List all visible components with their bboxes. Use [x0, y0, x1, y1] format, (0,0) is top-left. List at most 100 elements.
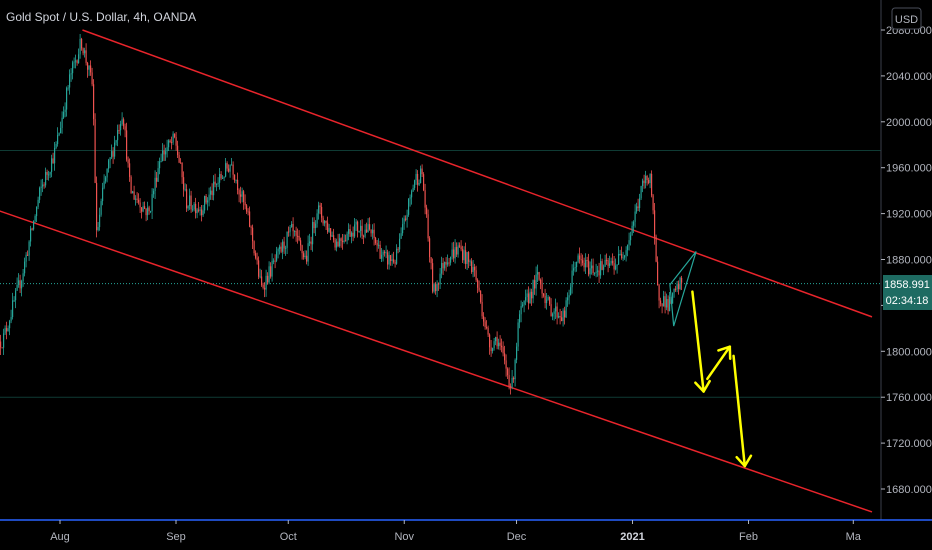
candle	[400, 227, 402, 239]
candle-body	[388, 255, 390, 265]
candle	[58, 132, 60, 137]
candle-body	[180, 162, 182, 164]
candle-body	[295, 230, 297, 236]
candle-body	[67, 87, 69, 89]
candle-body	[169, 140, 171, 143]
candle	[588, 253, 590, 277]
candle	[115, 139, 117, 146]
candle	[240, 186, 242, 204]
candle-body	[195, 203, 197, 214]
candle-body	[148, 207, 150, 212]
candle-body	[210, 190, 212, 195]
candle	[672, 292, 674, 304]
candle-body	[51, 158, 53, 172]
candle	[573, 261, 575, 276]
candle	[619, 249, 621, 256]
candle-body	[237, 179, 239, 191]
candle-body	[294, 230, 296, 232]
candle-body	[402, 224, 404, 234]
candle-body	[468, 252, 470, 262]
candle	[622, 251, 624, 262]
candle	[121, 112, 123, 126]
candle	[477, 278, 479, 294]
candle-body	[373, 229, 375, 238]
candle	[510, 383, 512, 395]
candle-body	[336, 241, 338, 248]
symbol-title[interactable]: Gold Spot / U.S. Dollar, 4h, OANDA	[6, 10, 196, 24]
candle	[234, 174, 236, 183]
candle-body	[616, 264, 618, 266]
candle	[148, 205, 150, 215]
candle	[667, 295, 669, 315]
candle-body	[553, 311, 555, 314]
candle-body	[394, 262, 396, 264]
candle	[519, 310, 521, 329]
candle	[30, 225, 32, 247]
candle-body	[588, 260, 590, 275]
candle	[522, 302, 524, 308]
candle	[13, 296, 15, 303]
candle-body	[226, 163, 228, 169]
currency-button[interactable]: USD	[891, 7, 922, 30]
candle	[559, 308, 561, 325]
candle	[150, 210, 152, 214]
candle	[648, 177, 650, 185]
candle-body	[489, 334, 491, 348]
candle-body	[516, 346, 518, 360]
candle-body	[652, 195, 654, 211]
candle-body	[447, 262, 449, 265]
candle	[397, 247, 399, 254]
candle	[25, 252, 27, 268]
candle-body	[297, 235, 299, 237]
candle-body	[442, 262, 444, 269]
price-axis-panel[interactable]	[881, 0, 932, 520]
candle-body	[34, 216, 36, 222]
candle-body	[477, 279, 479, 288]
candle	[168, 139, 170, 151]
candle-body	[396, 248, 398, 264]
candle-body	[31, 228, 33, 230]
candle	[94, 113, 96, 184]
candle-body	[501, 345, 503, 348]
candle	[166, 139, 168, 158]
candle-body	[493, 341, 495, 349]
candle-body	[495, 337, 497, 342]
time-axis-labels[interactable]: Aug Sep Oct Nov Dec 2021 Feb Ma	[50, 520, 862, 543]
candle-body	[339, 238, 341, 247]
candle	[387, 249, 389, 270]
candle	[592, 258, 594, 276]
arrow-head	[694, 381, 705, 393]
candle	[358, 230, 360, 233]
candle-body	[255, 253, 257, 258]
arrow-head	[717, 345, 732, 352]
candle-body	[178, 155, 180, 163]
y-tick-label: 1920.000	[886, 209, 932, 221]
candle-body	[165, 151, 167, 155]
candle-body	[663, 296, 665, 307]
candle	[331, 231, 333, 237]
candle-body	[108, 160, 110, 169]
candle-body	[207, 200, 209, 203]
y-tick-label: 1720.000	[886, 438, 932, 450]
candle-body	[444, 262, 446, 269]
candle-body	[612, 261, 614, 264]
candle	[376, 239, 378, 252]
candle-body	[307, 243, 309, 262]
candle-body	[360, 225, 362, 232]
candle-body	[141, 207, 143, 212]
candle-body	[244, 201, 246, 206]
candle	[334, 238, 336, 251]
candle-body	[139, 202, 141, 208]
candle-body	[525, 297, 527, 301]
candle-body	[552, 313, 554, 317]
candle-body	[63, 111, 65, 118]
candle-body	[313, 222, 315, 229]
candle	[646, 174, 648, 186]
candle	[61, 111, 63, 134]
candle-body	[400, 233, 402, 239]
candle	[679, 276, 681, 291]
candle-body	[370, 229, 372, 234]
candle	[49, 171, 51, 178]
candle	[607, 257, 609, 273]
